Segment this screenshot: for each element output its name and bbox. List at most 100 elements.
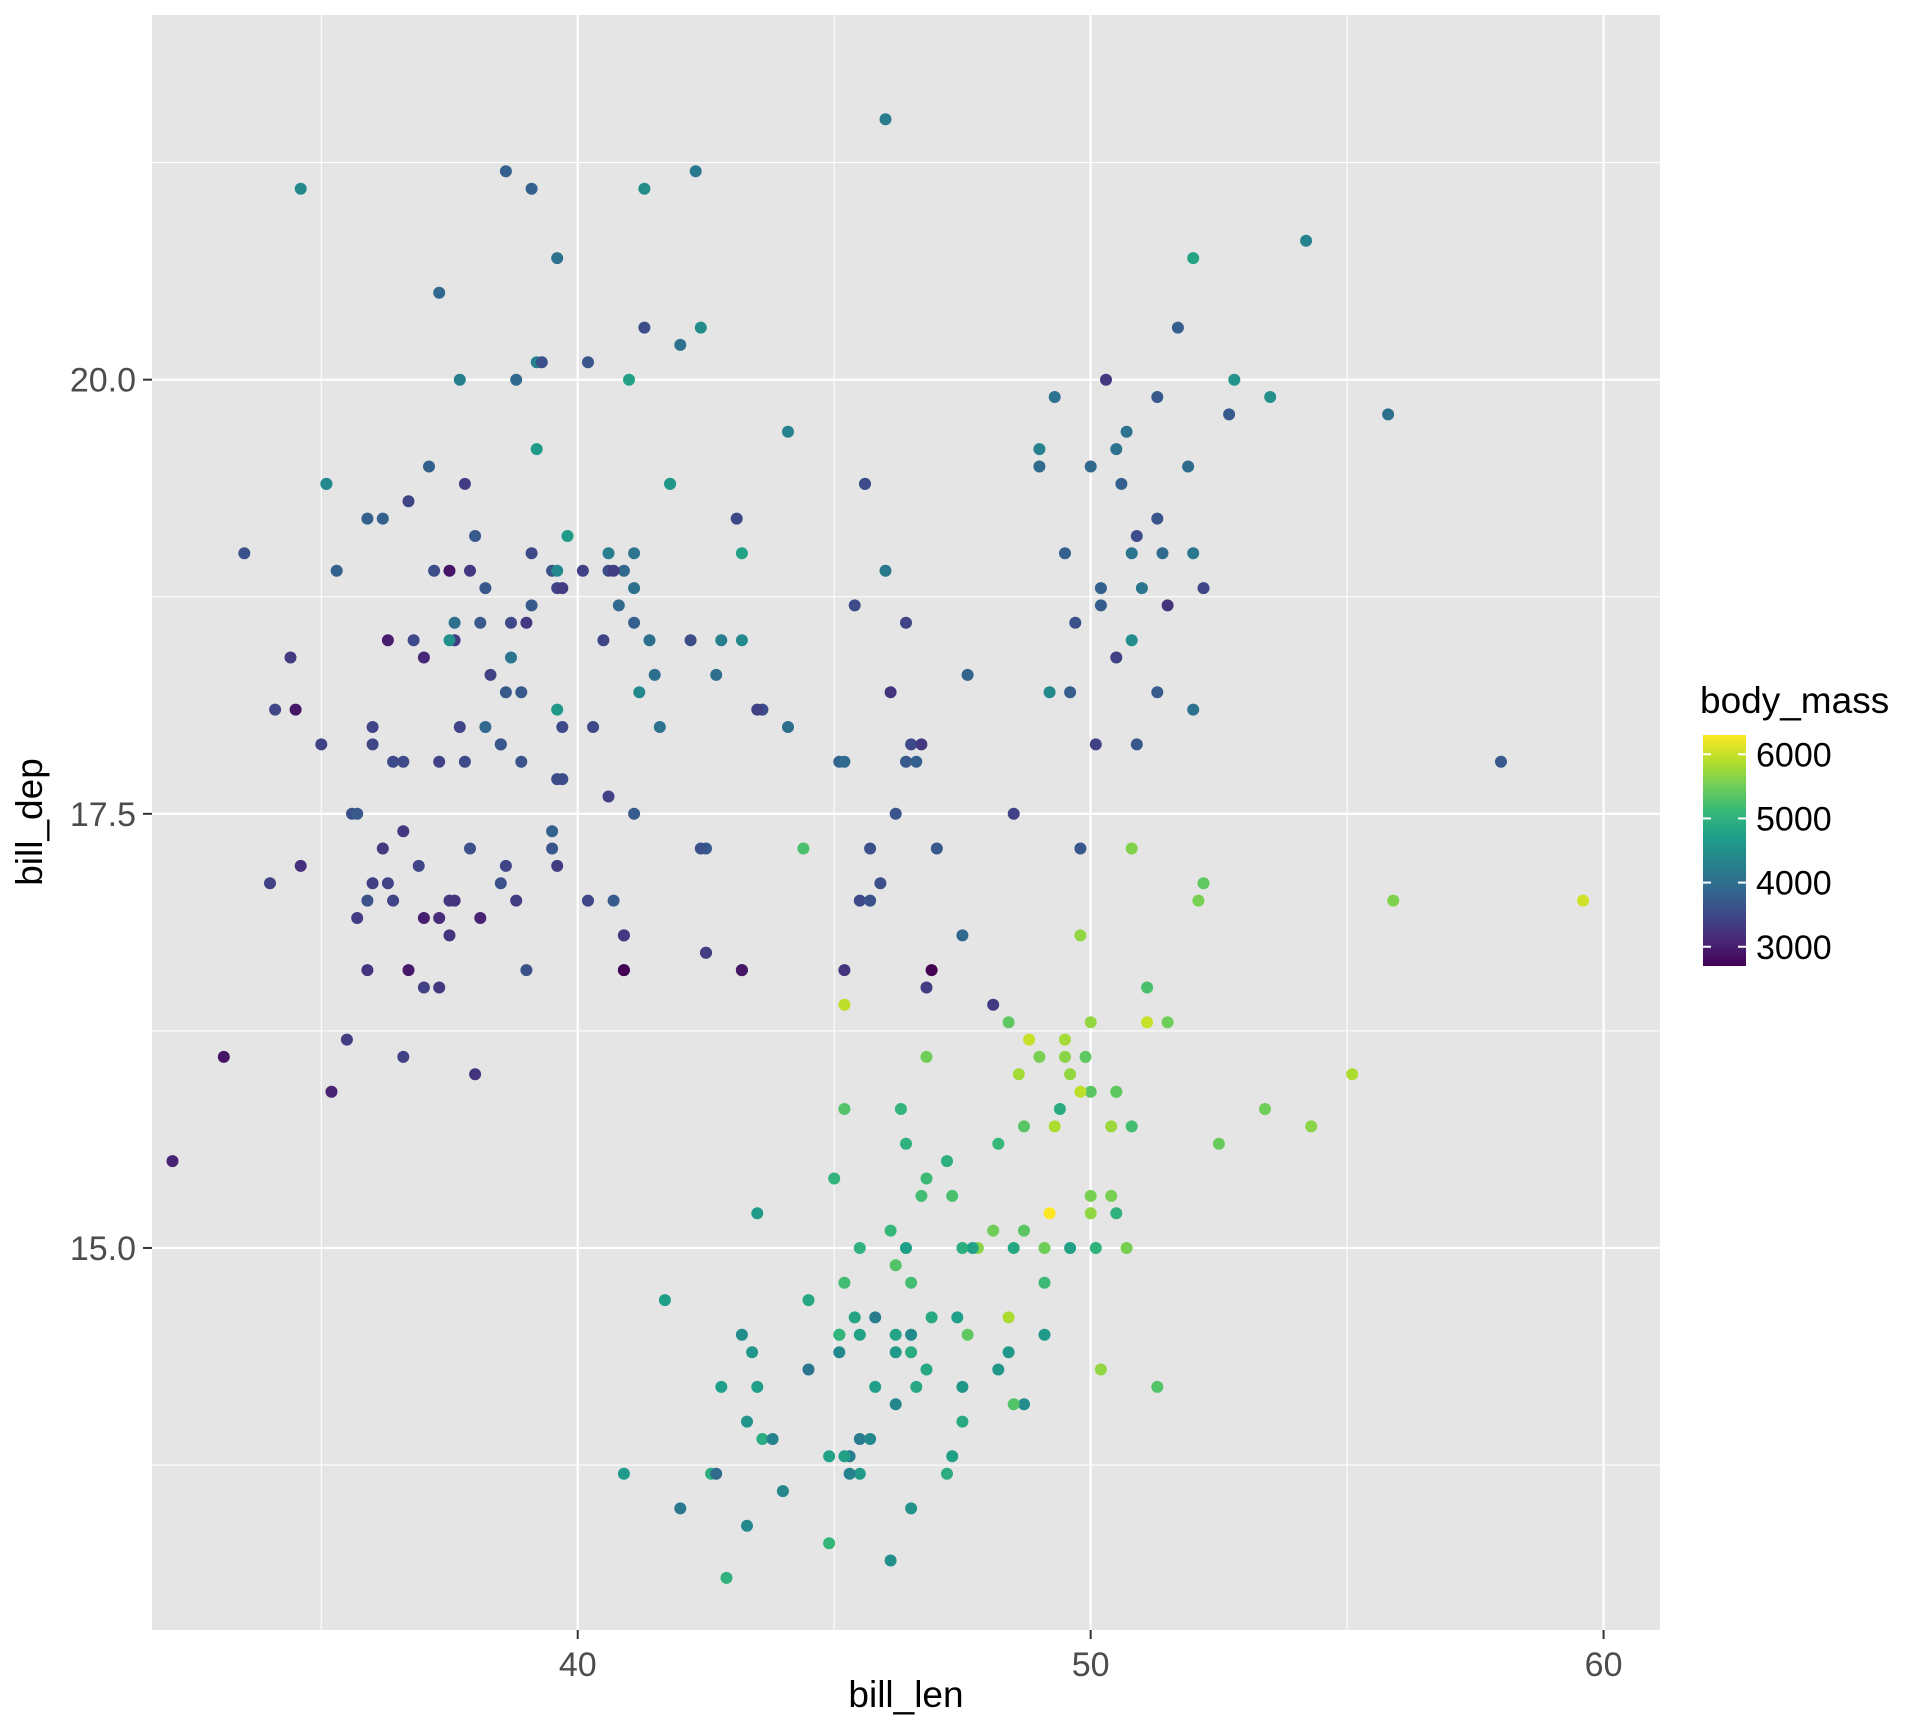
data-point [515, 686, 528, 699]
data-point [643, 634, 656, 647]
data-point [464, 564, 476, 577]
data-point [628, 547, 641, 560]
data-point [479, 582, 492, 595]
data-point [694, 842, 707, 855]
data-point [684, 634, 697, 647]
data-point [458, 477, 471, 490]
data-point [1059, 1050, 1071, 1063]
data-point [423, 460, 435, 473]
data-point [1161, 599, 1174, 612]
data-point [853, 1467, 866, 1480]
data-point [1018, 1398, 1030, 1411]
data-point [289, 703, 302, 716]
data-point [1382, 408, 1395, 421]
data-point [433, 755, 446, 768]
data-point [853, 1328, 866, 1341]
data-point [556, 721, 569, 733]
data-point [843, 1467, 856, 1480]
data-point [658, 1294, 671, 1307]
data-point [900, 1242, 912, 1254]
data-point [987, 998, 1000, 1011]
data-point [751, 1207, 764, 1220]
data-point [1089, 738, 1102, 751]
data-point [694, 321, 707, 334]
data-point [1110, 443, 1123, 456]
data-point [551, 564, 564, 577]
data-point [464, 842, 476, 855]
data-point [946, 1450, 959, 1463]
data-point [1130, 738, 1143, 751]
data-point [597, 634, 610, 647]
data-point [617, 964, 630, 977]
data-point [838, 1103, 851, 1115]
x-tick-label: 40 [559, 1646, 597, 1684]
data-point [499, 165, 512, 178]
data-point [361, 894, 374, 907]
data-point [551, 252, 564, 265]
data-point [602, 547, 615, 560]
data-point [894, 1103, 907, 1115]
data-point [956, 1380, 969, 1393]
data-point [1156, 547, 1169, 560]
y-axis: 15.0 17.5 20.0 [70, 362, 152, 1268]
data-point [1212, 1137, 1225, 1150]
data-point [397, 825, 410, 838]
data-point [1151, 1380, 1164, 1393]
data-point [1130, 530, 1143, 542]
data-point [905, 1276, 918, 1289]
data-point [494, 877, 507, 890]
data-point [1002, 1346, 1015, 1359]
data-point [525, 182, 538, 195]
data-point [1197, 582, 1210, 595]
data-point [735, 1328, 748, 1341]
data-point [1007, 1242, 1020, 1254]
colorbar-legend: body_mass 3000 4000 5000 6000 [1700, 680, 1889, 967]
data-point [889, 1346, 902, 1359]
data-point [910, 755, 923, 768]
data-point [469, 530, 482, 542]
data-point [838, 998, 851, 1011]
data-point [1187, 547, 1200, 560]
data-point [381, 634, 394, 647]
data-point [920, 981, 933, 994]
data-point [1110, 1085, 1123, 1098]
data-point [628, 807, 641, 820]
data-point [1151, 686, 1164, 699]
data-point [1151, 391, 1164, 403]
data-point [853, 1433, 866, 1445]
data-point [1002, 1016, 1015, 1029]
data-point [582, 894, 594, 907]
data-point [515, 755, 528, 768]
data-point [715, 1380, 728, 1393]
data-point [1023, 1033, 1036, 1046]
data-point [269, 703, 282, 716]
data-point [417, 981, 430, 994]
data-point [499, 859, 512, 872]
data-point [802, 1294, 815, 1307]
data-point [956, 1242, 969, 1254]
data-point [905, 1502, 918, 1515]
data-point [889, 1398, 902, 1411]
data-point [1059, 1033, 1071, 1046]
data-point [166, 1155, 179, 1168]
data-point [884, 1554, 897, 1567]
data-point [1110, 651, 1123, 664]
data-point [1038, 1242, 1051, 1254]
data-point [530, 443, 543, 456]
data-point [823, 1537, 836, 1550]
data-point [638, 182, 651, 195]
data-point [961, 668, 974, 681]
data-point [582, 356, 594, 369]
data-point [828, 1172, 841, 1185]
data-point [1223, 408, 1236, 421]
data-point [756, 1433, 769, 1445]
data-point [1012, 1068, 1025, 1081]
data-point [1089, 1242, 1102, 1254]
data-point [833, 1328, 846, 1341]
data-point [499, 686, 512, 699]
data-point [889, 807, 902, 820]
data-point [956, 1415, 969, 1428]
data-point [1100, 373, 1112, 386]
data-point [1084, 1085, 1097, 1098]
data-point [428, 564, 441, 577]
